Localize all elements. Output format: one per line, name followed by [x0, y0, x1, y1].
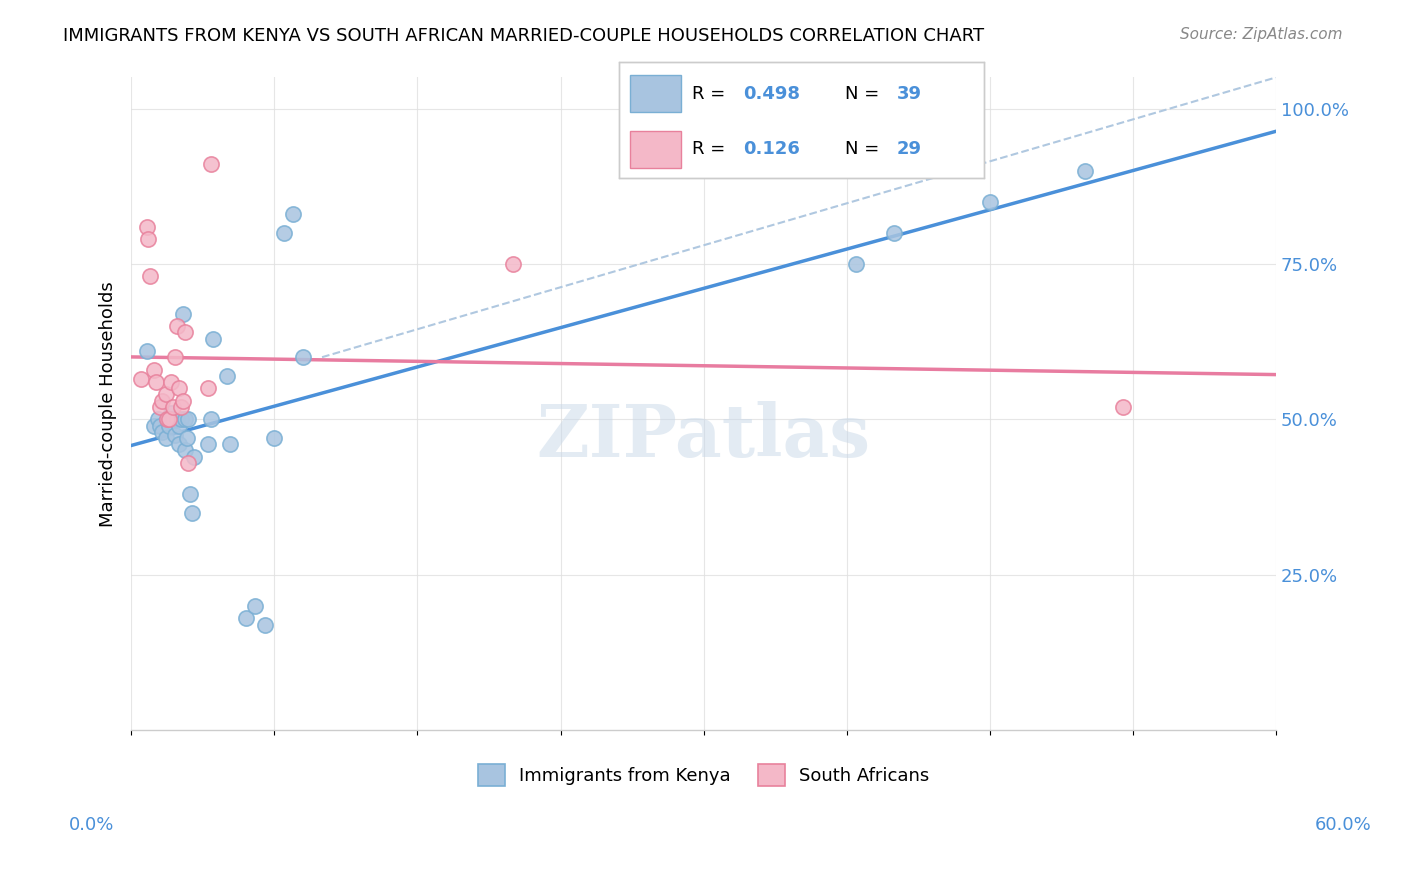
Point: [845, 257, 868, 271]
Point: [149, 400, 172, 414]
Point: [502, 257, 524, 271]
Text: 0.498: 0.498: [742, 85, 800, 103]
Point: [172, 307, 194, 321]
Point: [215, 368, 238, 383]
Point: [245, 599, 267, 613]
Text: Source: ZipAtlas.com: Source: ZipAtlas.com: [1180, 27, 1343, 42]
Point: [170, 412, 193, 426]
Text: 60.0%: 60.0%: [1315, 816, 1371, 834]
Point: [1112, 400, 1135, 414]
Point: [179, 487, 201, 501]
Point: [177, 412, 200, 426]
Point: [200, 157, 222, 171]
Point: [183, 450, 205, 464]
Point: [235, 611, 257, 625]
Point: [156, 412, 179, 426]
Point: [162, 400, 184, 414]
Text: 29: 29: [897, 140, 921, 159]
Point: [149, 418, 172, 433]
Point: [162, 412, 184, 426]
Text: R =: R =: [692, 140, 731, 159]
Point: [143, 362, 166, 376]
Point: [200, 412, 222, 426]
Point: [197, 437, 219, 451]
Point: [291, 350, 314, 364]
Point: [150, 393, 173, 408]
Point: [138, 232, 160, 246]
Point: [150, 425, 173, 439]
Point: [145, 375, 167, 389]
Text: R =: R =: [692, 85, 731, 103]
Point: [181, 506, 204, 520]
Point: [172, 393, 194, 408]
Point: [197, 381, 219, 395]
Text: 39: 39: [897, 85, 921, 103]
Point: [263, 431, 285, 445]
Point: [167, 381, 190, 395]
Point: [173, 412, 195, 426]
Point: [883, 226, 905, 240]
Point: [160, 375, 183, 389]
Point: [166, 319, 188, 334]
Point: [167, 437, 190, 451]
Point: [157, 412, 180, 426]
Point: [979, 194, 1001, 209]
Point: [146, 412, 169, 426]
Point: [173, 443, 195, 458]
Point: [156, 412, 179, 426]
Point: [165, 428, 187, 442]
Point: [170, 400, 193, 414]
Point: [129, 372, 152, 386]
Point: [173, 326, 195, 340]
Point: [155, 431, 177, 445]
FancyBboxPatch shape: [630, 75, 681, 112]
Point: [202, 332, 225, 346]
Point: [1074, 163, 1097, 178]
Legend: Immigrants from Kenya, South Africans: Immigrants from Kenya, South Africans: [471, 756, 936, 793]
Point: [139, 269, 162, 284]
Point: [253, 617, 276, 632]
Point: [167, 418, 190, 433]
Text: 0.0%: 0.0%: [69, 816, 114, 834]
Point: [177, 456, 200, 470]
Text: IMMIGRANTS FROM KENYA VS SOUTH AFRICAN MARRIED-COUPLE HOUSEHOLDS CORRELATION CHA: IMMIGRANTS FROM KENYA VS SOUTH AFRICAN M…: [63, 27, 984, 45]
Point: [143, 418, 166, 433]
Point: [176, 431, 198, 445]
Point: [135, 219, 157, 234]
Text: ZIPatlas: ZIPatlas: [537, 401, 870, 472]
Point: [166, 412, 188, 426]
Point: [165, 350, 187, 364]
Point: [160, 406, 183, 420]
Point: [273, 226, 295, 240]
FancyBboxPatch shape: [630, 131, 681, 168]
Text: 0.126: 0.126: [742, 140, 800, 159]
Point: [155, 387, 177, 401]
Text: N =: N =: [845, 140, 886, 159]
Point: [283, 207, 305, 221]
Point: [219, 437, 242, 451]
Point: [157, 418, 180, 433]
Point: [135, 343, 157, 358]
Y-axis label: Married-couple Households: Married-couple Households: [100, 281, 117, 526]
Text: N =: N =: [845, 85, 886, 103]
